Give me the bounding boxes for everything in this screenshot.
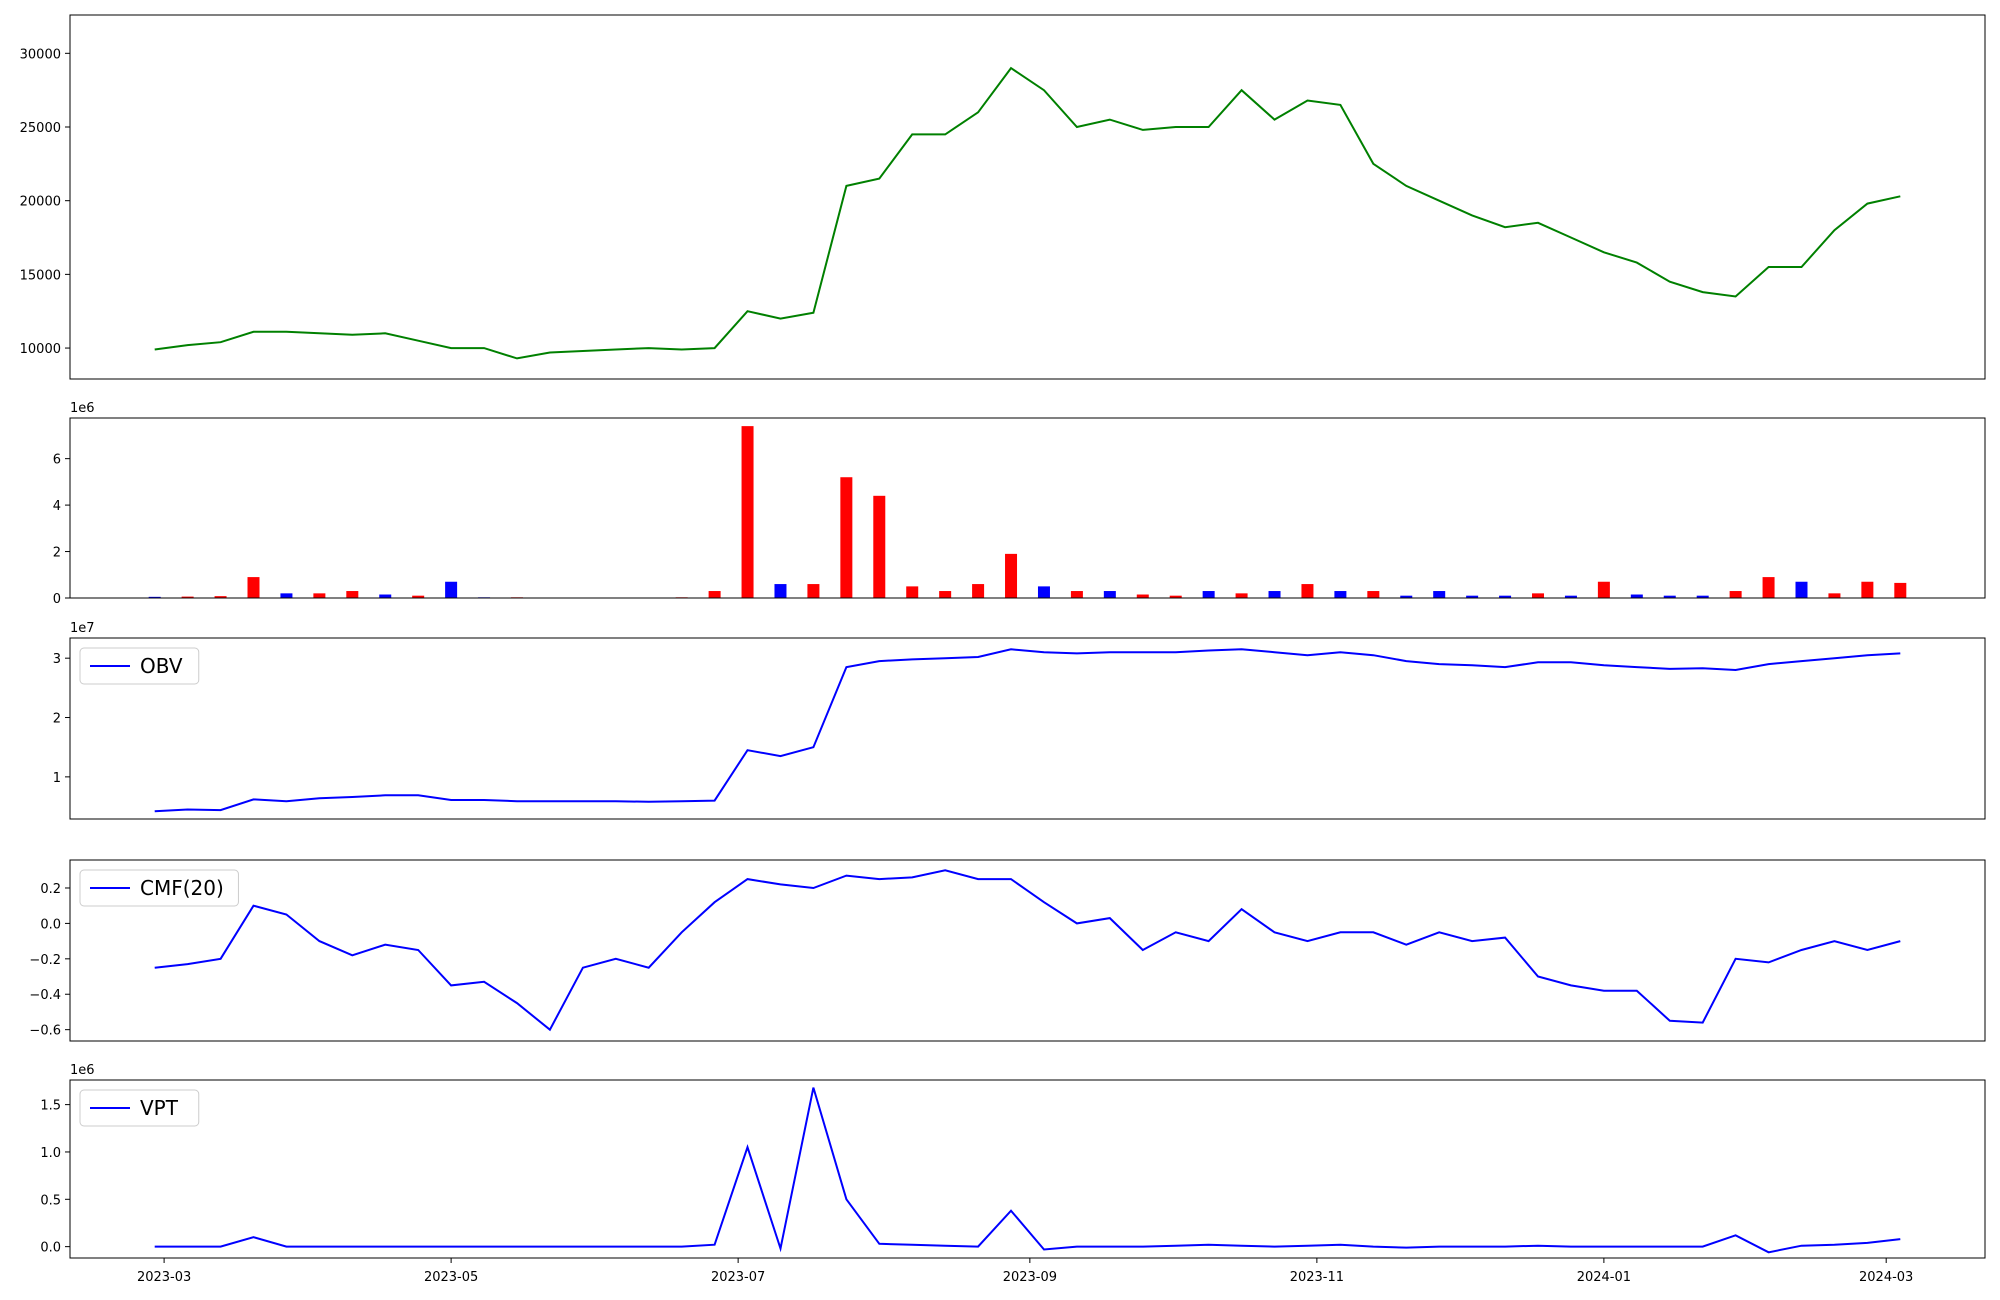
y-tick-label: 0 [53,592,61,607]
y-tick-label: 2 [53,546,61,561]
legend-label: OBV [140,654,183,678]
y-tick-label: 1.0 [40,1146,61,1161]
line [154,648,1901,813]
bar [1532,593,1545,598]
bar [873,495,886,598]
bar [247,577,260,598]
axes-frame [69,1079,1986,1259]
y-tick-label: 4 [53,499,61,514]
y-tick-label: 15000 [20,268,61,283]
axes-frame [69,637,1986,820]
bar [1103,591,1116,598]
bar [1037,586,1050,598]
bar [1301,584,1314,598]
legend-label: CMF(20) [140,876,224,900]
axes-frame [69,417,1986,599]
y-tick-label: 6 [53,453,61,468]
x-tick-label: 2023-03 [137,1270,191,1285]
x-tick-label: 2023-11 [1290,1270,1344,1285]
y-tick-label: −0.4 [29,988,61,1003]
y-tick-label: 0.0 [40,1241,61,1256]
bar [1202,591,1215,598]
y-tick-label: −0.6 [29,1024,61,1039]
x-tick-label: 2023-07 [711,1270,765,1285]
bar [1597,581,1610,598]
line [154,1087,1901,1254]
bar [1795,581,1808,598]
bar [1400,595,1413,598]
y-tick-label: 1.5 [40,1099,61,1114]
bar [1433,591,1446,598]
bar [1334,591,1347,598]
x-tick-label: 2024-03 [1859,1270,1913,1285]
y-tick-label: 1 [53,771,61,786]
y-tick-label: 20000 [20,195,61,210]
bar [1499,595,1512,598]
bar [346,591,359,598]
y-offset-label: 1e6 [70,401,95,416]
legend-box [79,647,200,685]
y-tick-label: 30000 [20,47,61,62]
bar [1861,581,1874,598]
bar [379,594,392,598]
bar [1663,595,1676,598]
bar [1268,591,1281,598]
x-tick-label: 2024-01 [1577,1270,1631,1285]
bar [148,596,161,598]
y-offset-label: 1e6 [70,1063,95,1078]
bar [412,595,425,598]
bar [840,477,853,598]
bar [1005,553,1018,598]
bar [1630,594,1643,598]
bar [1696,595,1709,598]
legend-box [79,1089,200,1127]
x-tick-label: 2023-09 [1003,1270,1057,1285]
bar [939,591,952,598]
bar [1762,577,1775,598]
axes-frame [69,14,1986,380]
bar [1564,595,1577,598]
line [154,66,1901,360]
bar [1367,591,1380,598]
bar [1729,591,1742,598]
line [154,869,1901,1032]
bar [1070,591,1083,598]
bar [214,596,227,598]
y-tick-label: 0.2 [40,882,61,897]
bar [1169,595,1182,598]
bar [972,584,985,598]
y-tick-label: 3 [53,652,61,667]
bar [741,426,754,598]
bar [313,593,326,598]
bar [181,596,194,598]
bar [708,591,721,598]
bar [906,586,919,598]
y-tick-label: 2 [53,712,61,727]
bar [445,581,458,598]
bar [1235,593,1248,598]
y-offset-label: 1e7 [70,621,95,636]
x-tick-label: 2023-05 [424,1270,478,1285]
axes-frame [69,859,1986,1042]
y-tick-label: 0.0 [40,917,61,932]
bar [1136,594,1149,598]
bar [1466,595,1479,598]
bar [807,584,820,598]
bar [774,584,787,598]
bar [280,593,293,598]
y-tick-label: 0.5 [40,1193,61,1208]
y-tick-label: 25000 [20,121,61,136]
legend-box [79,869,239,907]
legend-label: VPT [140,1096,179,1120]
y-tick-label: −0.2 [29,953,61,968]
bar [1894,582,1907,598]
y-tick-label: 10000 [20,342,61,357]
bar [1828,593,1841,598]
